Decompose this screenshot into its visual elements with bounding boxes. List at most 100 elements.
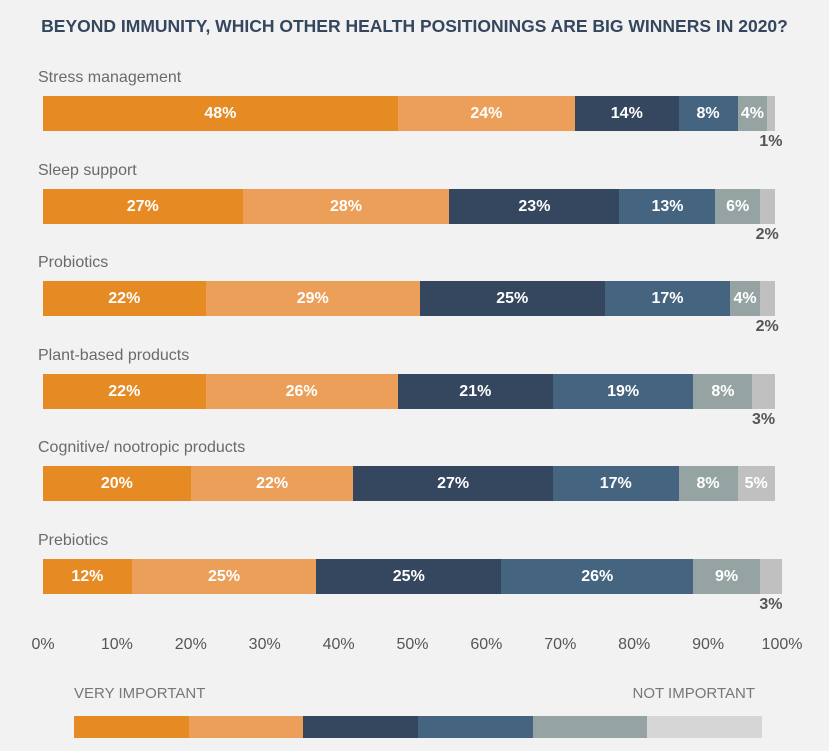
segment-value-label: 6%	[726, 197, 750, 215]
bar-segment	[43, 96, 398, 131]
x-tick-label: 20%	[174, 636, 207, 653]
segment-value-label: 17%	[599, 475, 632, 493]
bar-segment	[419, 281, 605, 317]
bar-segment	[737, 96, 768, 131]
bar-segment	[693, 373, 753, 409]
bar-segment	[693, 559, 760, 594]
stacked-bar: 48% 24% 14% 8% 4% 1%	[43, 96, 782, 150]
bar-segment	[759, 559, 782, 594]
segment-value-label: 26%	[285, 382, 318, 400]
segment-value-label: 29%	[296, 290, 329, 308]
segment-value-label: 23%	[518, 197, 551, 215]
segment-value-label: 13%	[651, 197, 684, 215]
bar-segment	[678, 466, 738, 502]
bar-segment	[397, 373, 553, 409]
bar-segment	[619, 188, 716, 224]
bar-segment	[767, 96, 775, 131]
category-label: Plant-based products	[38, 346, 190, 364]
bar-segment	[205, 281, 420, 317]
bar-segment	[715, 188, 760, 224]
bar-segment	[730, 281, 760, 317]
category-label: Stress management	[38, 69, 182, 86]
bar-segment	[752, 373, 775, 409]
bar-segment	[552, 466, 679, 502]
segment-value-label: 3%	[751, 410, 776, 428]
legend-swatch	[74, 716, 189, 738]
segment-value-label: 12%	[71, 568, 104, 585]
x-tick-label: 10%	[100, 636, 133, 653]
chart-title: BEYOND IMMUNITY, WHICH OTHER HEALTH POSI…	[41, 16, 788, 36]
segment-value-label: 21%	[459, 382, 492, 400]
bar-segment	[678, 96, 738, 131]
stacked-bar: 22% 26% 21% 19% 8% 3%	[43, 373, 782, 428]
segment-value-label: 25%	[392, 568, 425, 585]
bar-segment	[316, 559, 502, 594]
bar-segment	[242, 188, 450, 224]
bar-segment	[397, 96, 576, 131]
bar-segment	[131, 559, 317, 594]
stacked-bar: 22% 29% 25% 17% 4% 2%	[43, 281, 782, 335]
segment-value-label: 2%	[755, 318, 779, 336]
segment-value-label: 48%	[204, 105, 237, 122]
x-tick-label: 70%	[544, 636, 577, 653]
segment-value-label: 22%	[108, 382, 141, 400]
bar-segment	[575, 96, 679, 131]
bar-segment	[353, 466, 553, 502]
segment-value-label: 17%	[651, 290, 684, 308]
bar-segment	[43, 373, 206, 409]
x-tick-label: 0%	[31, 636, 55, 653]
segment-value-label: 3%	[759, 596, 783, 613]
x-tick-label: 60%	[470, 636, 503, 653]
bar-segment	[501, 559, 694, 594]
category-label: Probiotics	[38, 254, 109, 272]
legend-swatch	[647, 716, 763, 738]
segment-value-label: 9%	[715, 568, 739, 585]
category-label: Prebiotics	[38, 532, 109, 549]
x-tick-label: 40%	[322, 636, 355, 653]
bar-segment	[43, 559, 132, 594]
legend-swatch	[303, 716, 419, 738]
category-label: Sleep support	[38, 161, 137, 179]
segment-value-label: 1%	[759, 133, 783, 150]
bar-segment	[759, 281, 775, 317]
segment-value-label: 8%	[711, 382, 735, 400]
segment-value-label: 24%	[470, 105, 503, 122]
segment-value-label: 25%	[208, 568, 241, 585]
legend-swatch	[532, 716, 648, 738]
x-tick-label: 100%	[761, 636, 803, 653]
bar-segment	[604, 281, 731, 317]
legend-scale	[74, 716, 763, 738]
legend-right-label: NOT IMPORTANT	[632, 685, 755, 702]
legend-left-label: VERY IMPORTANT	[74, 685, 206, 702]
segment-value-label: 4%	[740, 105, 764, 122]
segment-value-label: 25%	[496, 290, 529, 308]
segment-value-label: 27%	[437, 475, 470, 493]
stacked-bar: 20% 22% 27% 17% 8% 5%	[43, 466, 782, 502]
segment-value-label: 27%	[126, 197, 159, 215]
segment-value-label: 19%	[607, 382, 640, 400]
bar-segment	[205, 373, 398, 409]
segment-value-label: 8%	[696, 475, 720, 493]
stacked-bar: 12% 25% 25% 26% 9% 3%	[43, 559, 782, 613]
segment-value-label: 4%	[733, 290, 757, 308]
bar-segment	[43, 188, 243, 224]
bar-segment	[759, 188, 775, 224]
segment-value-label: 26%	[581, 568, 614, 585]
x-tick-label: 30%	[248, 636, 281, 653]
bar-segment	[43, 466, 191, 502]
segment-value-label: 8%	[696, 105, 720, 122]
stacked-bar: 27% 28% 23% 13% 6% 2%	[43, 188, 782, 243]
segment-value-label: 14%	[610, 105, 643, 122]
x-tick-label: 90%	[692, 636, 725, 653]
legend-swatch	[188, 716, 304, 738]
category-label: Cognitive/ nootropic products	[38, 439, 246, 457]
x-tick-label: 50%	[396, 636, 429, 653]
bar-segment	[43, 281, 206, 317]
bar-segment	[737, 466, 775, 502]
segment-value-label: 22%	[108, 290, 141, 308]
bar-segment	[552, 373, 694, 409]
segment-value-label: 2%	[755, 225, 779, 243]
segment-value-label: 28%	[329, 197, 362, 215]
x-tick-label: 80%	[618, 636, 651, 653]
legend-swatch	[418, 716, 533, 738]
